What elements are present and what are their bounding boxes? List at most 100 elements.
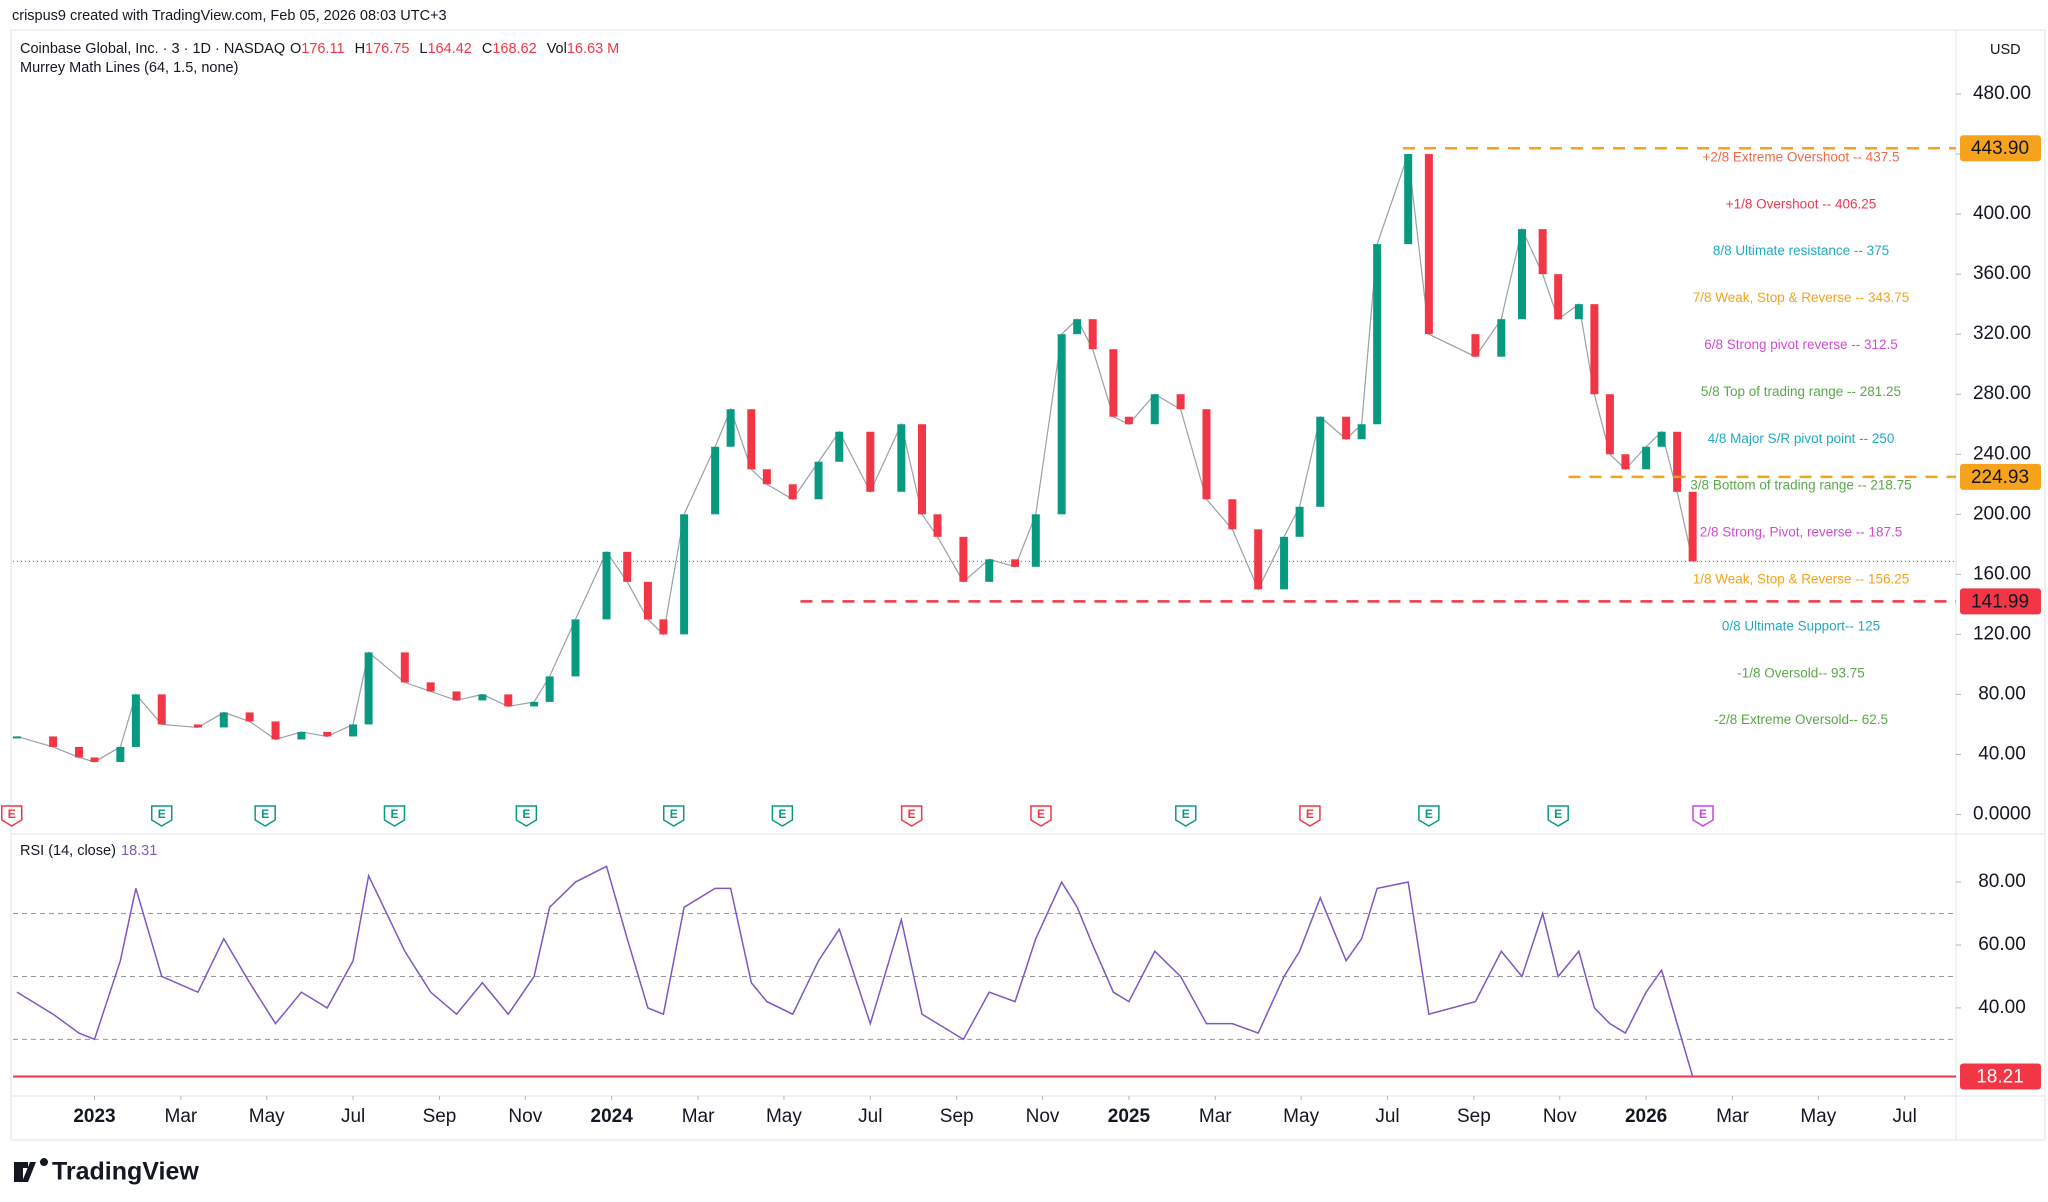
x-tick-label: May	[1800, 1106, 1836, 1127]
murrey-label: 1/8 Weak, Stop & Reverse -- 156.25	[1693, 572, 1910, 587]
candle	[1424, 154, 1433, 335]
price-tag	[1960, 463, 2041, 490]
candle	[659, 619, 668, 635]
earnings-label: E	[1182, 807, 1190, 821]
earnings-marker	[1547, 805, 1569, 827]
murrey-label: 0/8 Ultimate Support-- 125	[1722, 618, 1880, 633]
x-tick-label: Jul	[341, 1106, 365, 1127]
candle	[426, 682, 435, 692]
candle	[1228, 499, 1237, 530]
ohlc-key: C	[482, 41, 492, 57]
candle	[1109, 349, 1118, 417]
candle	[323, 731, 332, 737]
logo-text: TradingView	[52, 1158, 199, 1186]
price-tag-label: 141.99	[1971, 591, 2029, 612]
candle	[1471, 334, 1480, 357]
candle	[1316, 416, 1325, 507]
earnings-marker	[0, 805, 23, 827]
ohlc-value: 164.42	[427, 41, 471, 57]
logo-icon	[14, 1158, 48, 1182]
earnings-label: E	[522, 807, 530, 821]
price-tag-label: 443.90	[1971, 138, 2029, 159]
x-tick-label: Sep	[940, 1106, 974, 1127]
earnings-marker	[1299, 805, 1321, 827]
ohlc-item: C168.62	[482, 41, 537, 57]
candle	[1088, 319, 1097, 350]
candle	[349, 724, 358, 737]
y-tick-label: 400.00	[1973, 203, 2031, 224]
earnings-label: E	[778, 807, 786, 821]
earnings-marker	[383, 805, 406, 827]
x-tick-label: May	[766, 1106, 802, 1127]
y-tick-label: 360.00	[1973, 263, 2031, 284]
x-tick-label: Jul	[858, 1106, 882, 1127]
x-tick-label: Jul	[1375, 1106, 1399, 1127]
candle	[1590, 304, 1599, 395]
candle	[116, 746, 125, 762]
candle	[452, 691, 461, 701]
earnings-marker	[515, 805, 538, 827]
rsi-tick-label: 80.00	[1978, 871, 2026, 892]
candle	[835, 431, 844, 462]
ohlc-value: 176.11	[301, 41, 344, 57]
x-tick-label: 2023	[73, 1106, 115, 1127]
candle	[1673, 431, 1682, 492]
candle	[1574, 304, 1583, 320]
murrey-label: 6/8 Strong pivot reverse -- 312.5	[1704, 337, 1898, 352]
candle	[1688, 491, 1697, 562]
murrey-label: 5/8 Top of trading range -- 281.25	[1701, 384, 1901, 399]
ohlc-item: L164.42	[419, 41, 471, 57]
ohlc-key: L	[419, 41, 427, 57]
candle	[271, 721, 280, 740]
price-tag	[1960, 588, 2041, 615]
candle	[74, 746, 83, 758]
x-tick-label: May	[1283, 1106, 1319, 1127]
earnings-label: E	[1306, 807, 1314, 821]
rsi-line	[16, 865, 1694, 1077]
y-tick-label: 240.00	[1973, 443, 2031, 464]
price-line	[16, 153, 1694, 763]
credit: crispus9 created with TradingView.com, F…	[12, 8, 447, 24]
candle	[1202, 409, 1211, 500]
earnings-label: E	[1554, 807, 1562, 821]
ohlc-value: 168.62	[492, 41, 536, 57]
candle	[90, 757, 99, 762]
candle	[747, 409, 756, 470]
candle	[1254, 529, 1263, 590]
x-tick-label: Sep	[423, 1106, 457, 1127]
y-tick-label: 80.00	[1978, 683, 2026, 704]
rsi-tag	[1960, 1063, 2041, 1090]
rsi-tick-label: 60.00	[1978, 934, 2026, 955]
x-tick-label: Mar	[1716, 1106, 1749, 1127]
x-tick-label: 2026	[1625, 1106, 1667, 1127]
candle	[219, 712, 228, 728]
x-tick-label: Jul	[1893, 1106, 1917, 1127]
earnings-label: E	[1699, 807, 1707, 821]
candle	[1357, 424, 1366, 440]
ohlc-key: O	[290, 41, 301, 57]
candle	[897, 424, 906, 492]
candle	[602, 551, 611, 620]
candle	[1342, 416, 1351, 440]
x-tick-label: 2024	[591, 1106, 634, 1127]
candle	[1657, 431, 1666, 447]
candle	[193, 724, 202, 728]
candle	[1554, 274, 1563, 320]
ohlc-value: 176.75	[365, 41, 409, 57]
ohlc-item: Vol16.63 M	[547, 41, 620, 57]
candle	[530, 701, 539, 707]
candle	[571, 619, 580, 677]
candle	[49, 736, 58, 747]
x-tick-label: Mar	[1199, 1106, 1232, 1127]
candle	[1404, 154, 1413, 245]
earnings-label: E	[1425, 807, 1433, 821]
candle	[1011, 559, 1020, 567]
earnings-label: E	[8, 807, 16, 821]
y-tick-label: 280.00	[1973, 383, 2031, 404]
x-tick-label: Mar	[165, 1106, 198, 1127]
earnings-marker	[1175, 805, 1197, 827]
murrey-label: -1/8 Oversold-- 93.75	[1737, 665, 1865, 680]
ohlc-item: H176.75	[355, 41, 410, 57]
